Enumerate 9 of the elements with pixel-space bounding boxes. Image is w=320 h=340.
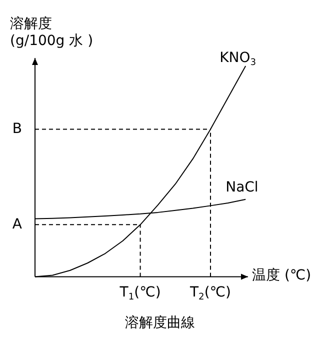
y-axis-title: 溶解度 (g/100g 水 ) bbox=[10, 16, 94, 49]
x-tick-label: T$_{2}$(℃) bbox=[188, 284, 232, 304]
series-label: NaCl bbox=[226, 179, 258, 196]
ref-line-label: B bbox=[12, 121, 22, 138]
ref-line-label: A bbox=[12, 216, 22, 232]
text: 溶解度曲線 bbox=[125, 314, 195, 331]
x-axis-title: 温度 (℃) bbox=[252, 268, 312, 284]
x-tick-label: T$_{1}$(℃) bbox=[118, 284, 161, 304]
series-label: KNO$_{3}$ bbox=[220, 50, 256, 68]
